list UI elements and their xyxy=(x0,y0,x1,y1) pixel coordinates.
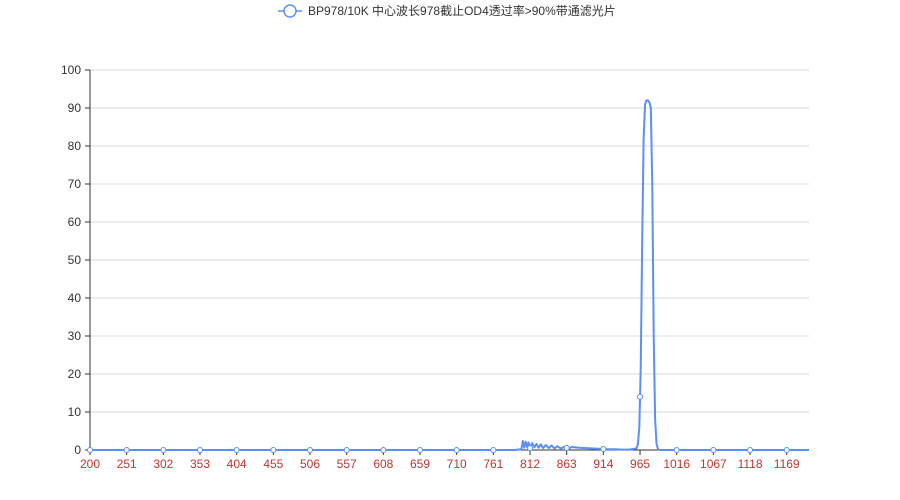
x-tick-label: 863 xyxy=(557,457,577,471)
x-axis: 200 251 302 353 404 455 506 557 608 659 710 761 812 8… xyxy=(80,449,809,471)
data-point[interactable] xyxy=(197,447,204,453)
y-tick-label: 40 xyxy=(68,291,82,305)
y-tick-label: 20 xyxy=(68,367,82,381)
data-point[interactable] xyxy=(417,447,424,453)
y-tick-label: 0 xyxy=(74,443,81,457)
legend-label: BP978/10K 中心波长978截止OD4透过率>90%带通滤光片 xyxy=(308,3,616,18)
legend-marker-icon xyxy=(283,4,297,18)
x-tick-label: 608 xyxy=(373,457,393,471)
y-tick-label: 60 xyxy=(68,215,82,229)
data-point[interactable] xyxy=(307,447,314,453)
y-tick-label: 10 xyxy=(68,405,82,419)
x-tick-label: 506 xyxy=(300,457,320,471)
x-tick-label: 404 xyxy=(227,457,247,471)
y-tick-label: 100 xyxy=(61,63,81,77)
y-tick-label: 70 xyxy=(68,177,82,191)
data-point[interactable] xyxy=(87,447,93,453)
y-tick-label: 30 xyxy=(68,329,82,343)
y-grid xyxy=(90,69,809,413)
x-tick-label: 659 xyxy=(410,457,430,471)
data-point[interactable] xyxy=(783,447,790,453)
data-point[interactable] xyxy=(710,447,717,453)
x-tick-label: 302 xyxy=(153,457,173,471)
data-point[interactable] xyxy=(343,447,350,453)
y-tick-label: 90 xyxy=(68,101,82,115)
x-tick-label: 1169 xyxy=(774,457,800,471)
x-tick-label: 1067 xyxy=(700,457,727,471)
series-line[interactable] xyxy=(90,99,809,451)
x-tick-label: 1016 xyxy=(663,457,690,471)
data-point[interactable] xyxy=(527,445,534,452)
data-point[interactable] xyxy=(453,447,460,453)
data-point[interactable] xyxy=(563,444,570,451)
legend[interactable]: BP978/10K 中心波长978截止OD4透过率>90%带通滤光片 xyxy=(278,3,616,18)
plot-area xyxy=(87,99,809,453)
x-tick-label: 1118 xyxy=(738,457,763,471)
x-tick-label: 200 xyxy=(80,457,100,471)
x-tick-label: 710 xyxy=(447,457,467,471)
data-point[interactable] xyxy=(490,447,497,453)
x-tick-label: 557 xyxy=(337,457,357,471)
x-tick-label: 914 xyxy=(593,457,613,471)
data-point[interactable] xyxy=(160,447,167,453)
y-tick-label: 80 xyxy=(68,139,82,153)
data-point[interactable] xyxy=(637,393,644,400)
x-tick-label: 965 xyxy=(630,457,650,471)
data-point[interactable] xyxy=(123,447,130,453)
y-tick-label: 50 xyxy=(68,253,82,267)
data-point[interactable] xyxy=(233,447,240,453)
x-tick-label: 812 xyxy=(520,457,540,471)
x-tick-label: 251 xyxy=(117,457,137,471)
x-tick-label: 455 xyxy=(263,457,283,471)
data-point[interactable] xyxy=(673,447,680,453)
data-point[interactable] xyxy=(270,447,277,453)
data-point[interactable] xyxy=(747,447,754,453)
y-axis: 0 10 20 30 40 50 60 70 80 90 100 xyxy=(61,63,91,457)
data-point[interactable] xyxy=(380,447,387,453)
x-tick-label: 761 xyxy=(483,457,503,471)
data-point[interactable] xyxy=(600,446,607,453)
x-tick-label: 353 xyxy=(190,457,210,471)
